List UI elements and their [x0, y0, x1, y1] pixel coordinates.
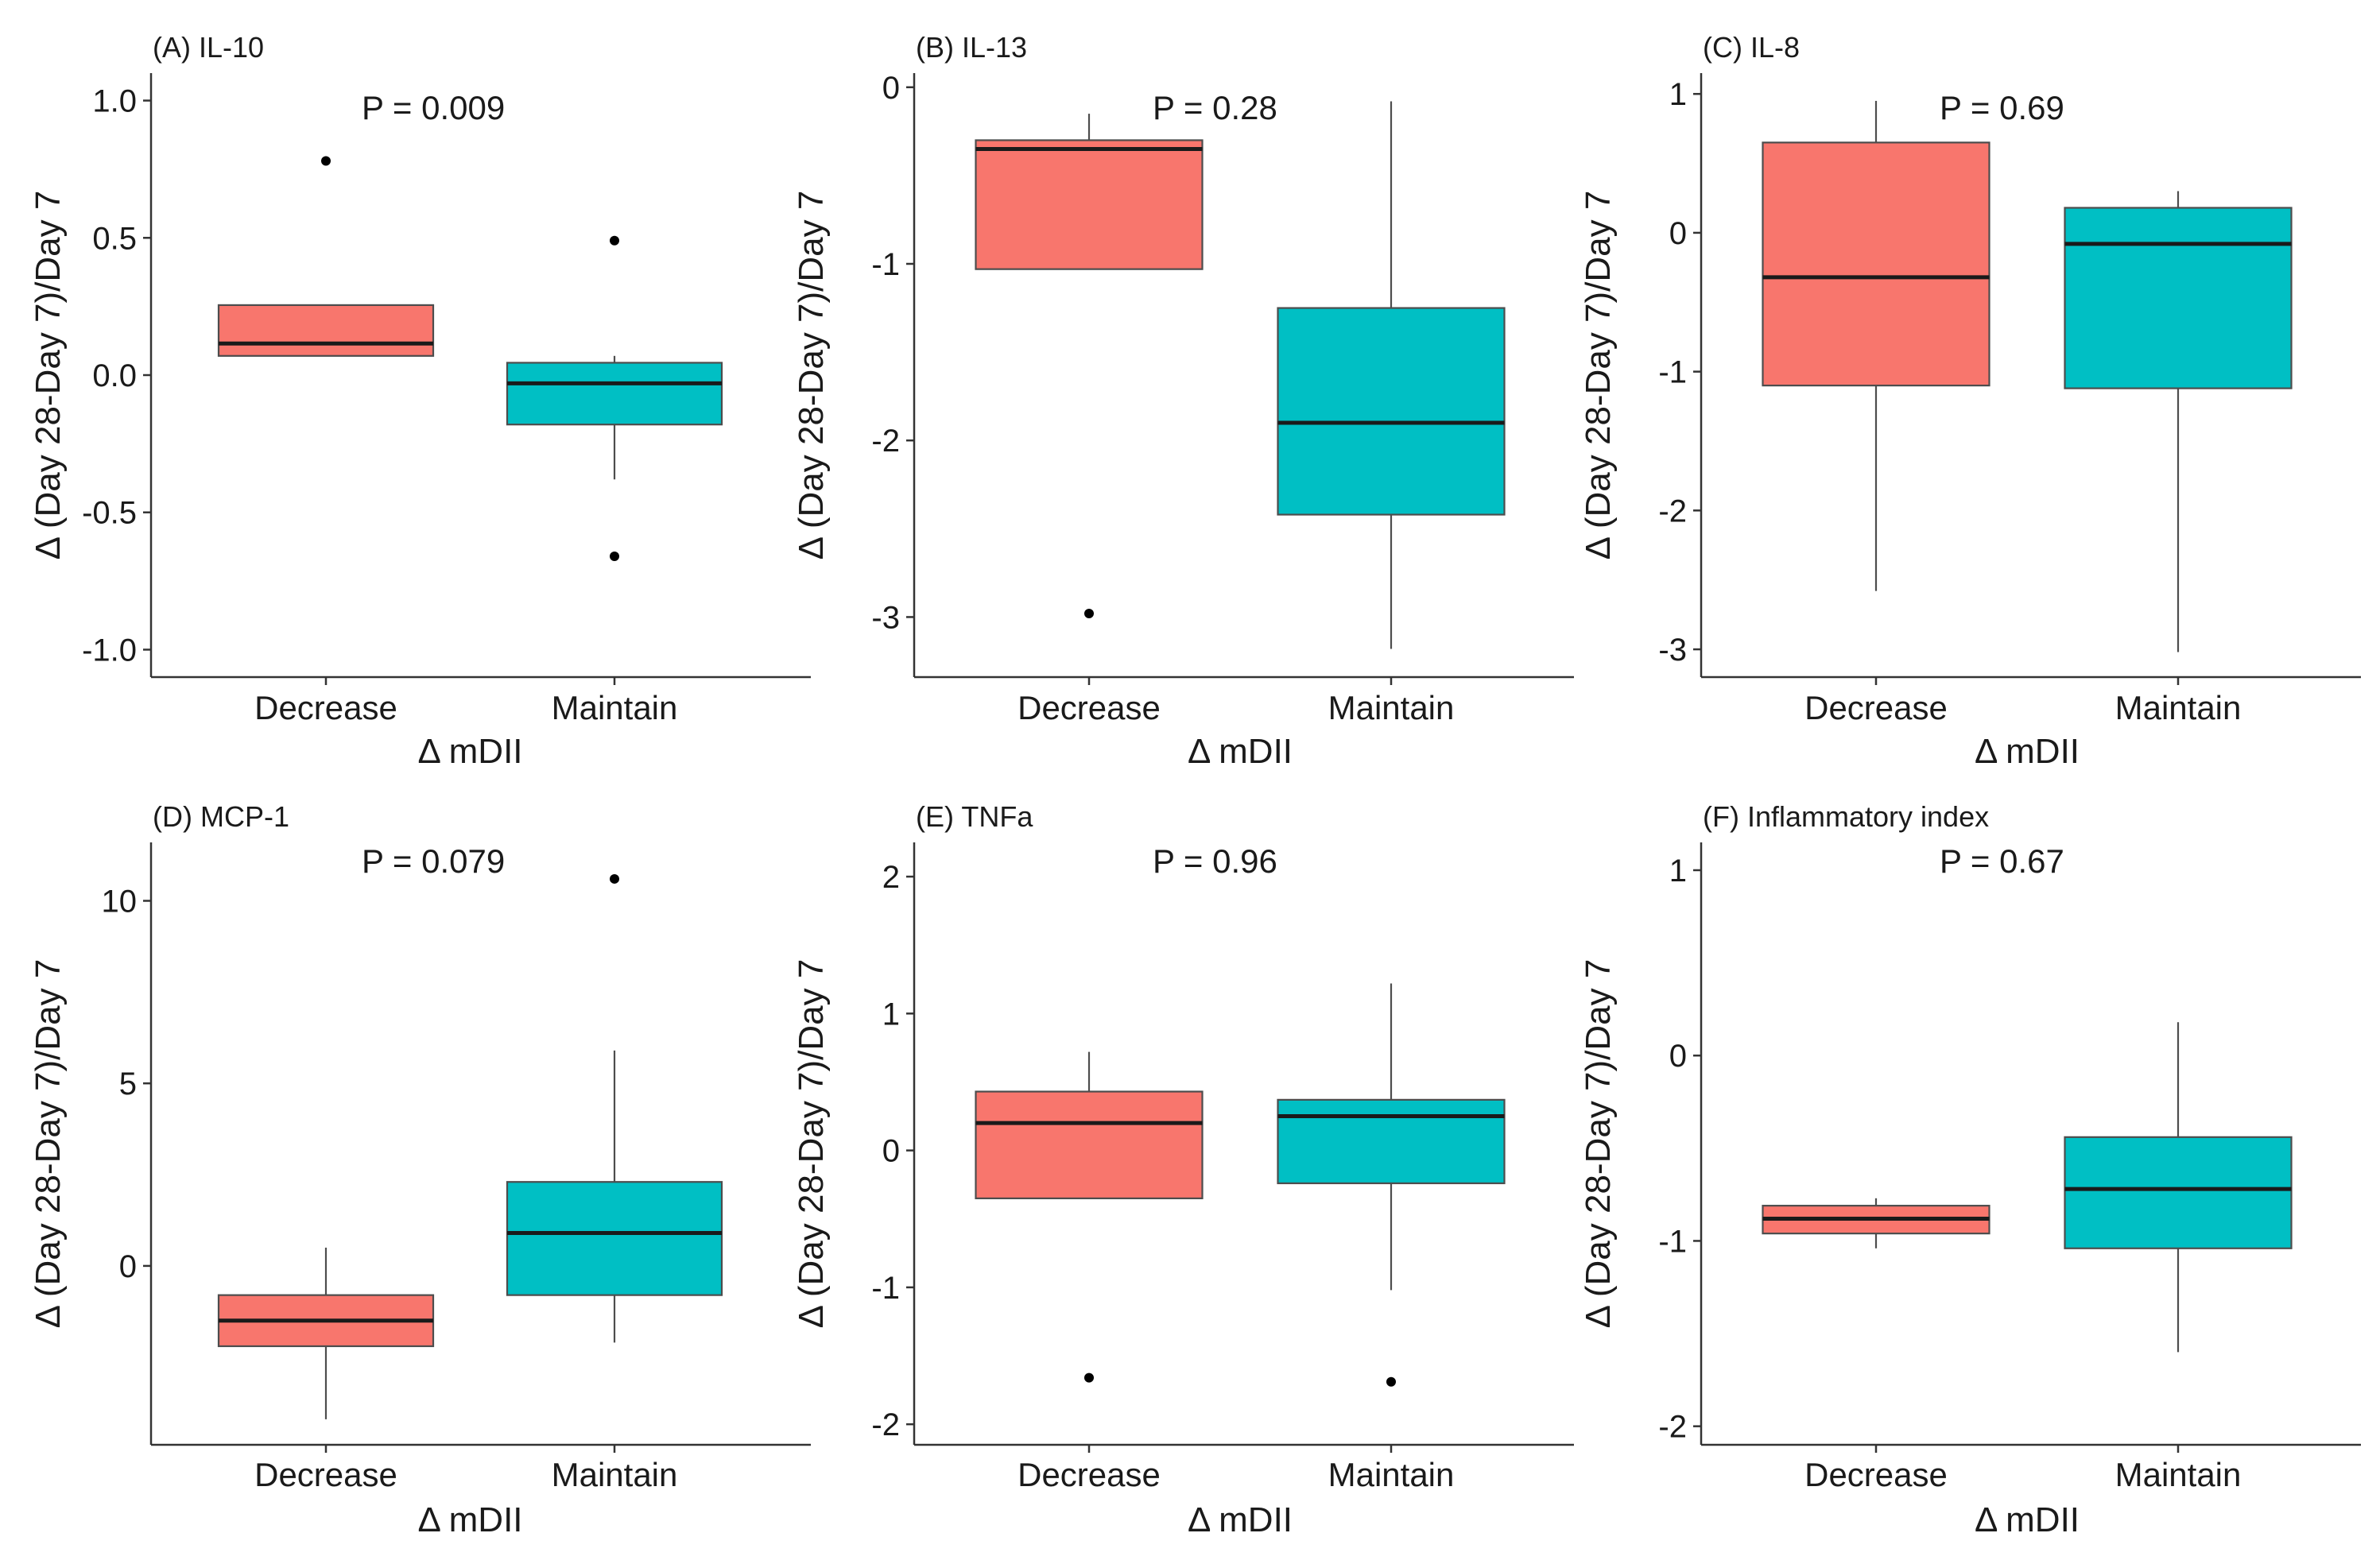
y-tick-label: 1: [1669, 854, 1687, 888]
y-tick-label: 0: [882, 1134, 900, 1169]
y-tick-label: -2: [871, 1407, 900, 1442]
x-axis-label: Δ mDII: [1975, 1500, 2080, 1539]
panel-title: (D) MCP-1: [153, 800, 289, 833]
box-decrease: [1762, 141, 1990, 387]
box-maintain: [2064, 207, 2293, 389]
y-axis-label: Δ (Day 28-Day 7)/Day 7: [792, 191, 831, 560]
p-value-label: P = 0.079: [362, 842, 505, 880]
y-tick-label: -2: [1658, 1410, 1687, 1445]
y-tick-label: 10: [102, 885, 138, 919]
x-tick-label: Maintain: [552, 1456, 678, 1493]
panel-title: (B) IL-13: [916, 31, 1027, 64]
x-tick-label: Decrease: [1804, 689, 1948, 726]
box-decrease: [217, 304, 435, 357]
panel-5: (E) TNFa P = 0.96 2 1 0 -1 -2 Δ (Day 28-Day 7)/…: [792, 800, 1574, 1539]
y-tick-label: -1: [871, 1271, 900, 1306]
y-tick-label: -1: [1658, 1224, 1687, 1259]
y-axis-label: Δ (Day 28-Day 7)/Day 7: [792, 959, 831, 1329]
y-tick-label: 1: [1669, 77, 1687, 112]
y-axis-label: Δ (Day 28-Day 7)/Day 7: [29, 191, 68, 560]
y-tick-label: -2: [1658, 494, 1687, 528]
y-tick-label: -3: [1658, 633, 1687, 668]
y-tick-label: 0.5: [92, 221, 137, 256]
y-tick-label: 5: [119, 1067, 137, 1101]
y-axis-label: Δ (Day 28-Day 7)/Day 7: [1579, 959, 1618, 1329]
x-axis-label: Δ mDII: [417, 1500, 522, 1539]
box-maintain: [1277, 307, 1506, 516]
x-tick-label: Decrease: [1018, 1456, 1161, 1493]
y-tick-label: -1.0: [82, 633, 137, 668]
x-tick-label: Maintain: [552, 689, 678, 726]
outlier-point: [1084, 609, 1094, 618]
outlier-point: [610, 552, 619, 561]
y-tick-label: 1: [882, 997, 900, 1032]
y-tick-label: -0.5: [82, 496, 137, 531]
box-maintain: [1277, 1098, 1506, 1185]
y-tick-label: 2: [882, 860, 900, 895]
p-value-label: P = 0.28: [1153, 89, 1277, 126]
panel-6: (F) Inflammatory index P = 0.67 1 0 -1 -2 Δ (D…: [1579, 800, 2361, 1539]
y-tick-label: -2: [871, 424, 900, 459]
y-tick-label: 0: [119, 1249, 137, 1284]
panel-1: (A) IL-10 P = 0.009 1.0 0.5 0.0 -0.5 -1.0 Δ (Da…: [29, 31, 811, 771]
y-tick-label: -1: [871, 247, 900, 282]
x-tick-label: Decrease: [254, 689, 397, 726]
x-tick-label: Decrease: [1018, 689, 1161, 726]
panel-3: (C) IL-8 P = 0.69 1 0 -1 -2 -3 Δ (Day 28-Day 7)…: [1579, 31, 2361, 771]
panel-title: (A) IL-10: [153, 31, 264, 64]
x-tick-label: Decrease: [254, 1456, 397, 1493]
outlier-point: [1084, 1372, 1094, 1383]
x-tick-label: Maintain: [2115, 1456, 2242, 1493]
y-tick-label: 1.0: [92, 84, 137, 119]
p-value-label: P = 0.69: [1940, 89, 2064, 126]
x-tick-label: Maintain: [2115, 689, 2242, 726]
outlier-point: [610, 235, 619, 246]
box-decrease: [975, 139, 1204, 270]
x-axis-label: Δ mDII: [1188, 732, 1293, 771]
x-tick-label: Maintain: [1328, 689, 1455, 726]
y-axis-label: Δ (Day 28-Day 7)/Day 7: [29, 959, 68, 1329]
y-tick-label: -3: [871, 600, 900, 635]
box-maintain: [2064, 1136, 2293, 1249]
p-value-label: P = 0.67: [1940, 842, 2064, 880]
panel-title: (E) TNFa: [916, 800, 1033, 833]
box-maintain: [506, 362, 723, 426]
outlier-point: [610, 873, 619, 884]
y-tick-label: 0: [882, 71, 900, 106]
y-tick-label: 0.0: [92, 358, 137, 393]
x-tick-label: Decrease: [1804, 1456, 1948, 1493]
x-axis-label: Δ mDII: [1975, 732, 2080, 771]
box-decrease: [975, 1090, 1204, 1200]
panel-title: (F) Inflammatory index: [1703, 800, 1989, 833]
outlier-point: [321, 156, 331, 166]
panel-2: (B) IL-13 P = 0.28 0 -1 -2 -3 Δ (Day 28-Day 7)…: [792, 31, 1574, 771]
p-value-label: P = 0.96: [1153, 842, 1277, 880]
panel-title: (C) IL-8: [1703, 31, 1800, 64]
p-value-label: P = 0.009: [362, 89, 505, 126]
y-tick-label: 0: [1669, 216, 1687, 251]
x-axis-label: Δ mDII: [1188, 1500, 1293, 1539]
x-axis-label: Δ mDII: [417, 732, 522, 771]
y-tick-label: -1: [1658, 355, 1687, 390]
y-tick-label: 0: [1669, 1039, 1687, 1074]
y-axis-label: Δ (Day 28-Day 7)/Day 7: [1579, 191, 1618, 560]
panel-4: (D) MCP-1 P = 0.079 10 5 0 Δ (Day 28-Day 7)/D…: [29, 800, 811, 1539]
outlier-point: [1386, 1376, 1396, 1387]
box-maintain: [506, 1181, 723, 1296]
x-tick-label: Maintain: [1328, 1456, 1455, 1493]
